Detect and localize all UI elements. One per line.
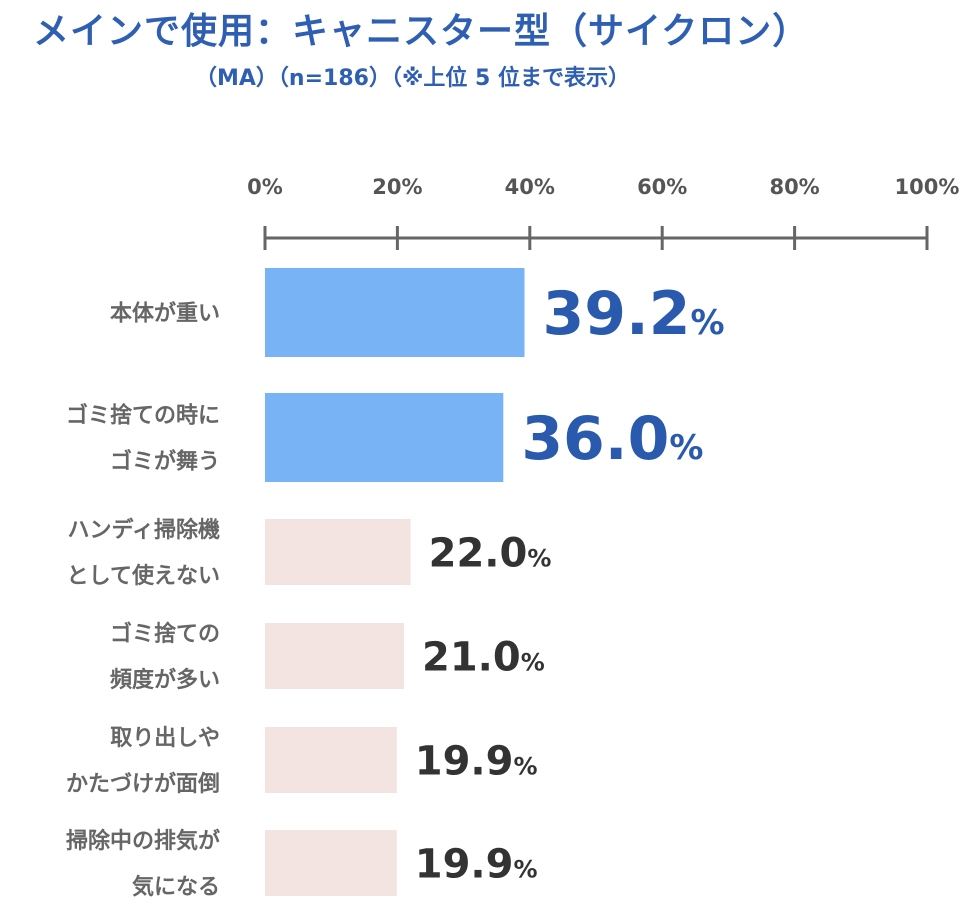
category-label: ハンディ掃除機 xyxy=(68,517,220,543)
category-label: ゴミが舞う xyxy=(110,449,220,475)
category-label: 気になる xyxy=(132,874,220,900)
category-label: として使えない xyxy=(67,564,220,589)
x-tick-label: 100% xyxy=(895,175,960,199)
category-label: かたづけが面倒 xyxy=(66,771,220,797)
category-label: 頻度が多い xyxy=(110,667,220,693)
value-label: 21.0% xyxy=(422,634,545,680)
value-label: 19.9% xyxy=(415,841,538,887)
x-tick-label: 20% xyxy=(372,175,422,199)
bar xyxy=(265,393,504,482)
value-label: 19.9% xyxy=(415,738,538,784)
category-label: ゴミ捨ての xyxy=(110,621,220,647)
value-label: 36.0% xyxy=(521,404,703,474)
category-label: 本体が重い xyxy=(110,301,220,327)
bar xyxy=(265,519,411,585)
category-label: ゴミ捨ての時に xyxy=(66,403,220,429)
chart-subtitle: （MA）（n=186）（※上位 5 位まで表示） xyxy=(195,66,630,91)
x-tick-label: 40% xyxy=(505,175,555,199)
chart-title: メインで使用：キャニスター型（サイクロン） xyxy=(33,11,810,52)
category-label: 掃除中の排気が xyxy=(66,828,220,854)
value-label: 39.2% xyxy=(543,279,725,349)
category-label: 取り出しや xyxy=(110,726,220,751)
bar xyxy=(265,727,397,793)
x-tick-label: 0% xyxy=(247,175,283,199)
x-tick-label: 80% xyxy=(769,175,819,199)
x-tick-label: 60% xyxy=(637,175,687,199)
bar xyxy=(265,268,525,357)
value-label: 22.0% xyxy=(429,530,552,576)
bar xyxy=(265,830,397,896)
bar xyxy=(265,623,405,689)
